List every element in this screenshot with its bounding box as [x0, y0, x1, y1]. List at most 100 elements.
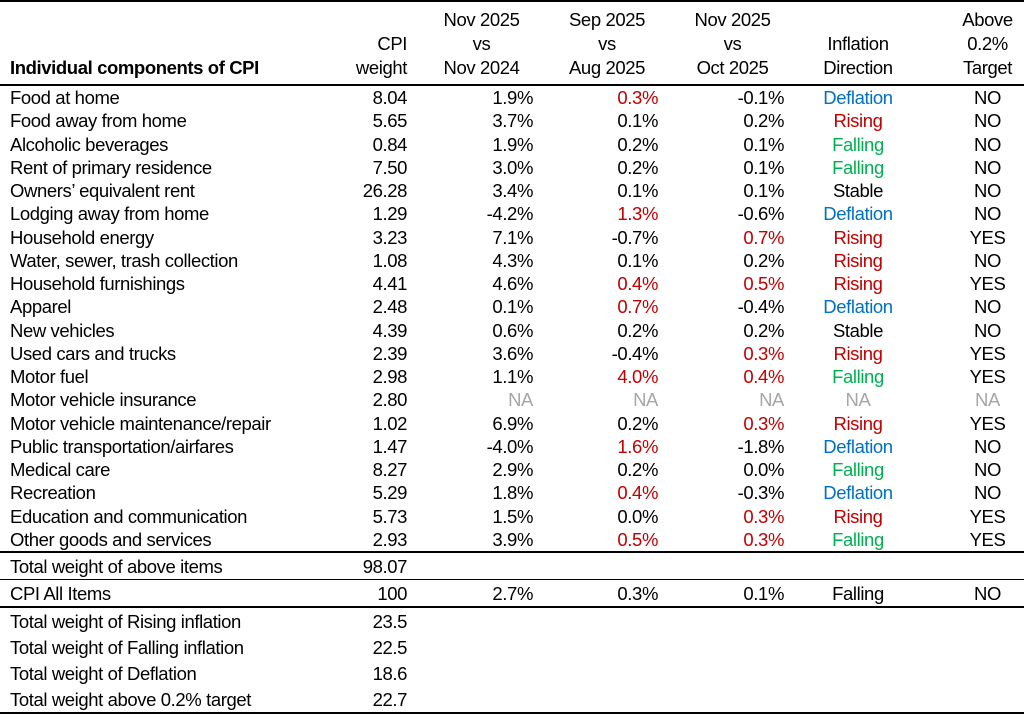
cell-above: NO	[929, 579, 1024, 607]
cell-nov-oct: 0.3%	[743, 528, 784, 550]
header-direction: Inflation Direction	[787, 1, 929, 86]
header-above-target: Above 0.2% Target	[929, 1, 1024, 86]
header-cpi-weight: CPI weight	[330, 1, 410, 86]
cell-weight: 100	[330, 579, 410, 607]
cell-yoy: 2.9%	[492, 459, 533, 481]
cell-yoy: 2.7%	[410, 579, 536, 607]
cell-name: Food at home	[10, 87, 120, 109]
cell-yoy: 3.0%	[492, 156, 533, 178]
cell-direction: Falling	[832, 528, 884, 550]
table-row: Motor vehicle insurance 2.80 NA NA NA NA NA	[0, 388, 1024, 411]
cell-sep-aug: 0.2%	[617, 319, 658, 341]
table-row: Lodging away from home 1.29 -4.2% 1.3% -0.6%…	[0, 202, 1024, 225]
cell-yoy: 3.6%	[492, 342, 533, 364]
cell-name: Motor vehicle maintenance/repair	[10, 412, 271, 434]
cell-weight: 8.04	[372, 87, 408, 109]
cell-above: YES	[969, 273, 1006, 295]
cell-name: CPI All Items	[0, 579, 330, 607]
cell-nov-oct: 0.1%	[743, 180, 784, 202]
cell-weight: 22.7	[330, 686, 410, 714]
cell-name: Rent of primary residence	[10, 156, 212, 178]
cell-yoy: NA	[508, 389, 533, 411]
table-row: Total weight of Rising inflation 23.5	[0, 606, 1024, 634]
table-row: Recreation 5.29 1.8% 0.4% -0.3% Deflation NO	[0, 481, 1024, 504]
cell-sep-aug: -0.4%	[611, 342, 659, 364]
cell-weight: 7.50	[372, 156, 408, 178]
cell-nov-oct: -0.4%	[737, 296, 785, 318]
cell-direction: Rising	[833, 342, 883, 364]
cell-direction: Deflation	[823, 203, 893, 225]
cell-direction: Falling	[832, 459, 884, 481]
cell-name: Used cars and trucks	[10, 342, 176, 364]
cell-name: Household energy	[10, 226, 154, 248]
cell-name: Alcoholic beverages	[10, 133, 168, 155]
cell-sep-aug: 0.3%	[617, 87, 658, 109]
cell-weight: 1.29	[372, 203, 408, 225]
cell-yoy: 1.9%	[492, 87, 533, 109]
cell-above	[929, 551, 1024, 580]
cell-nov-oct: 0.0%	[743, 459, 784, 481]
cell-above: NO	[974, 156, 1001, 178]
cell-nov-oct	[661, 551, 787, 580]
cell-weight: 2.93	[372, 528, 408, 550]
cell-above: NO	[974, 203, 1001, 225]
table-row: Total weight above 0.2% target 22.7	[0, 686, 1024, 714]
table-row: Household furnishings 4.41 4.6% 0.4% 0.5% Ris…	[0, 272, 1024, 295]
cell-direction: Rising	[833, 226, 883, 248]
cell-above: YES	[969, 342, 1006, 364]
cell-above: NO	[974, 180, 1001, 202]
cell-nov-oct	[661, 606, 787, 634]
cell-yoy	[410, 660, 536, 686]
table-row: Alcoholic beverages 0.84 1.9% 0.2% 0.1% Falli…	[0, 133, 1024, 156]
cell-name: Recreation	[10, 482, 96, 504]
cell-direction: Rising	[833, 249, 883, 271]
table-row: Used cars and trucks 2.39 3.6% -0.4% 0.3% Ris…	[0, 342, 1024, 365]
cell-name: Household furnishings	[10, 273, 185, 295]
cell-sep-aug: 0.3%	[536, 579, 661, 607]
cell-above: NO	[974, 435, 1001, 457]
cell-yoy: 4.6%	[492, 273, 533, 295]
cell-above: NO	[974, 296, 1001, 318]
table-row: Household energy 3.23 7.1% -0.7% 0.7% Rising Y…	[0, 226, 1024, 249]
cell-weight: 2.39	[372, 342, 408, 364]
cell-above: NO	[974, 110, 1001, 132]
cell-nov-oct	[661, 660, 787, 686]
cell-nov-oct: 0.3%	[743, 412, 784, 434]
cell-sep-aug	[536, 686, 661, 714]
header-yoy: Nov 2025 vs Nov 2024	[410, 1, 536, 86]
cell-above: YES	[969, 528, 1006, 550]
cell-direction: Deflation	[823, 482, 893, 504]
header-sep-aug: Sep 2025 vs Aug 2025	[536, 1, 661, 86]
cell-direction: Falling	[787, 579, 929, 607]
cell-direction: NA	[845, 389, 871, 411]
cell-weight: 5.29	[372, 482, 408, 504]
cell-sep-aug	[536, 634, 661, 660]
cell-above: NA	[975, 389, 1000, 411]
cell-nov-oct: 0.3%	[743, 342, 784, 364]
cell-sep-aug: 4.0%	[617, 366, 658, 388]
table-row: Food away from home 5.65 3.7% 0.1% 0.2% Risin…	[0, 109, 1024, 132]
cell-yoy: 1.8%	[492, 482, 533, 504]
cell-name: Medical care	[10, 459, 111, 481]
table-row: Total weight of Deflation 18.6	[0, 660, 1024, 686]
cell-yoy	[410, 634, 536, 660]
cell-sep-aug: 0.2%	[617, 133, 658, 155]
cell-direction	[787, 660, 929, 686]
header-row: Individual components of CPI CPI weight N…	[0, 1, 1024, 86]
table-row: CPI All Items 100 2.7% 0.3% 0.1% Falling NO	[0, 579, 1024, 607]
cell-nov-oct: -1.8%	[737, 435, 785, 457]
cell-direction: Falling	[832, 133, 884, 155]
cell-name: Water, sewer, trash collection	[10, 249, 238, 271]
cell-direction: Stable	[832, 180, 884, 202]
cell-name: New vehicles	[10, 319, 115, 341]
cell-nov-oct: 0.2%	[743, 110, 784, 132]
cell-nov-oct: 0.2%	[743, 249, 784, 271]
cell-nov-oct: 0.1%	[661, 579, 787, 607]
cell-sep-aug: 0.1%	[617, 110, 658, 132]
cell-direction: Rising	[833, 273, 883, 295]
cell-name: Total weight of Falling inflation	[10, 636, 244, 658]
cell-yoy: 6.9%	[492, 412, 533, 434]
cell-above: NO	[974, 133, 1001, 155]
cell-nov-oct: -0.1%	[737, 87, 785, 109]
cell-nov-oct	[661, 686, 787, 714]
